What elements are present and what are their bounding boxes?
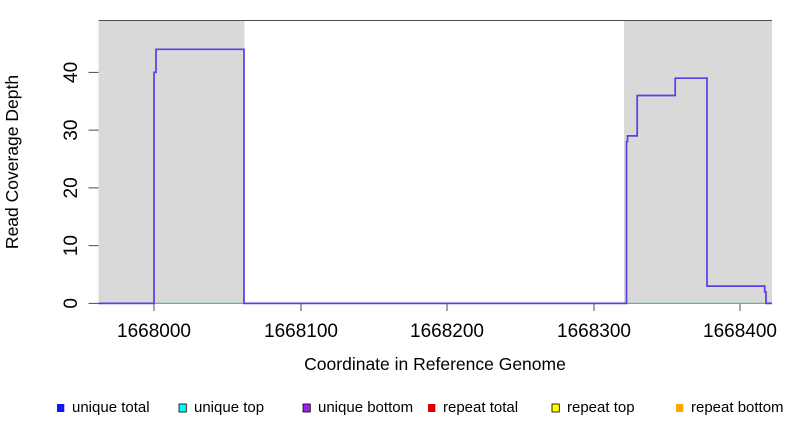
svg-text:repeat top: repeat top [567,399,635,416]
svg-text:1668300: 1668300 [557,321,631,342]
svg-text:10: 10 [61,235,82,256]
svg-text:30: 30 [61,120,82,141]
svg-text:unique bottom: unique bottom [318,399,413,416]
svg-text:Coordinate in Reference Genome: Coordinate in Reference Genome [304,354,566,374]
svg-text:40: 40 [61,62,82,83]
svg-text:repeat bottom: repeat bottom [691,399,784,416]
svg-text:1668100: 1668100 [264,321,338,342]
svg-text:1668200: 1668200 [410,321,484,342]
svg-text:unique total: unique total [72,399,150,416]
svg-text:1668000: 1668000 [117,321,191,342]
svg-text:1668400: 1668400 [703,321,777,342]
svg-text:0: 0 [61,298,82,309]
svg-text:Read Coverage Depth: Read Coverage Depth [2,75,22,249]
svg-text:20: 20 [61,177,82,198]
svg-text:repeat total: repeat total [443,399,518,416]
svg-text:unique top: unique top [194,399,264,416]
